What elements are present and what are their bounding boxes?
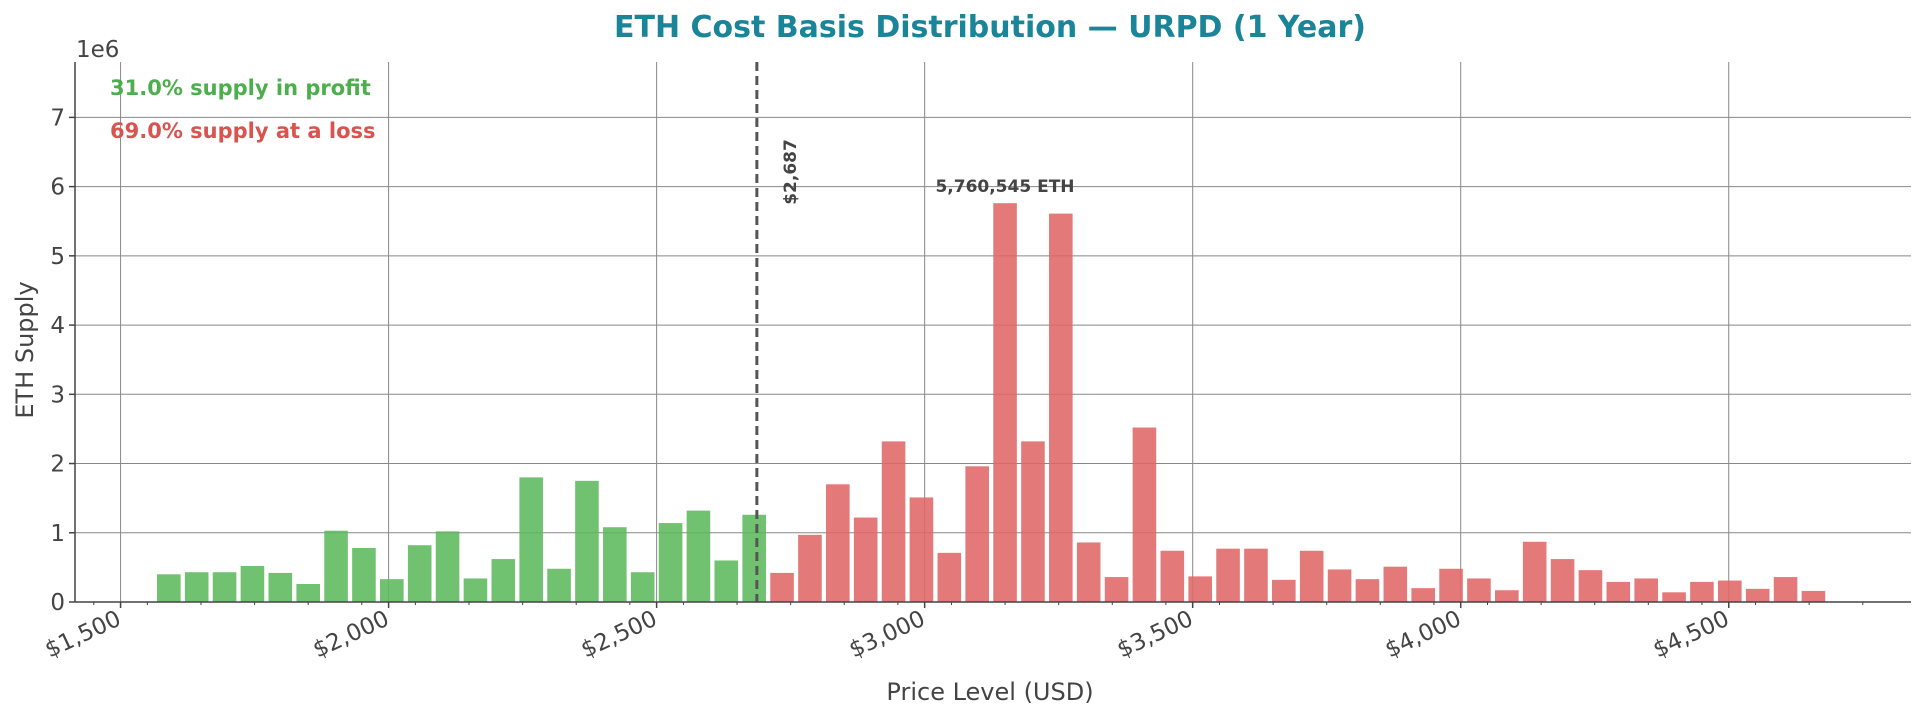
bar	[352, 548, 376, 602]
bar	[1076, 542, 1101, 602]
axes	[74, 62, 1911, 603]
bar	[965, 466, 989, 602]
bar	[1244, 548, 1268, 602]
bar	[1718, 580, 1742, 602]
x-tick-label: $4,000	[1381, 606, 1465, 664]
bar	[1272, 579, 1296, 602]
x-tick-label: $3,500	[1113, 606, 1197, 664]
bar	[380, 579, 404, 602]
bar	[1439, 568, 1463, 602]
bar	[407, 545, 432, 602]
bar	[603, 527, 627, 602]
bar	[1578, 570, 1603, 602]
y-tick-label: 5	[50, 244, 65, 270]
bar	[296, 584, 320, 602]
x-tick-label: $3,000	[845, 606, 929, 664]
bar	[1299, 550, 1324, 602]
grid	[75, 62, 1911, 602]
bar	[937, 552, 962, 602]
bar	[1634, 578, 1658, 602]
bar	[909, 497, 934, 602]
bar	[853, 517, 878, 602]
y-axis-label: ETH Supply	[11, 281, 39, 418]
bar	[742, 514, 766, 602]
bar	[714, 560, 739, 602]
bar	[686, 510, 711, 602]
bar	[1550, 559, 1575, 602]
bar	[157, 574, 181, 602]
bar	[1160, 550, 1185, 602]
bar	[491, 559, 516, 602]
bar	[1132, 427, 1157, 602]
y-tick-label: 3	[50, 382, 65, 408]
bar	[881, 441, 906, 602]
bar	[770, 572, 794, 602]
bar	[184, 572, 209, 602]
bar	[519, 477, 543, 602]
x-tick-label: $4,500	[1649, 606, 1733, 664]
y-tick-label: 2	[50, 452, 65, 478]
bar	[1606, 581, 1631, 602]
bar	[1690, 581, 1714, 602]
bars	[157, 203, 1826, 602]
y-axis-multiplier: 1e6	[76, 37, 119, 63]
bar	[630, 572, 655, 602]
loss-supply-label: 69.0% supply at a loss	[110, 119, 376, 143]
x-tick-label: $2,500	[577, 606, 661, 664]
bar	[1188, 576, 1212, 602]
bar	[1522, 541, 1547, 602]
x-axis-label: Price Level (USD)	[886, 678, 1093, 706]
bar	[1662, 592, 1686, 602]
bar	[268, 572, 293, 602]
bar	[1104, 577, 1129, 602]
bar	[1216, 548, 1240, 602]
bar	[993, 203, 1017, 602]
bar	[658, 523, 683, 602]
bar	[463, 578, 488, 602]
bar	[212, 572, 237, 602]
bar	[1049, 213, 1073, 602]
bar	[1495, 590, 1519, 602]
bar	[1327, 569, 1352, 602]
bar	[1467, 578, 1491, 602]
y-tick-label: 4	[50, 313, 65, 339]
bar	[1745, 588, 1770, 602]
y-tick-label: 7	[50, 105, 65, 131]
bar	[1355, 579, 1380, 602]
bar	[1801, 590, 1826, 602]
bar	[1773, 577, 1798, 602]
peak-value-label: 5,760,545 ETH	[935, 177, 1074, 197]
profit-supply-label: 31.0% supply in profit	[110, 76, 371, 100]
bar	[1383, 566, 1408, 602]
bar	[575, 480, 599, 602]
bar	[240, 566, 265, 602]
bar	[826, 484, 850, 602]
chart-title: ETH Cost Basis Distribution — URPD (1 Ye…	[614, 10, 1366, 45]
bar	[798, 534, 822, 602]
bar	[435, 531, 460, 602]
bar	[547, 568, 571, 602]
bar	[324, 530, 348, 602]
y-tick-label: 1	[50, 521, 65, 547]
y-tick-label: 0	[50, 590, 65, 616]
current-price-label: $2,687	[781, 139, 801, 205]
bar	[1021, 441, 1045, 602]
y-tick-label: 6	[50, 175, 65, 201]
bar	[1411, 588, 1435, 602]
x-tick-label: $2,000	[309, 606, 393, 664]
